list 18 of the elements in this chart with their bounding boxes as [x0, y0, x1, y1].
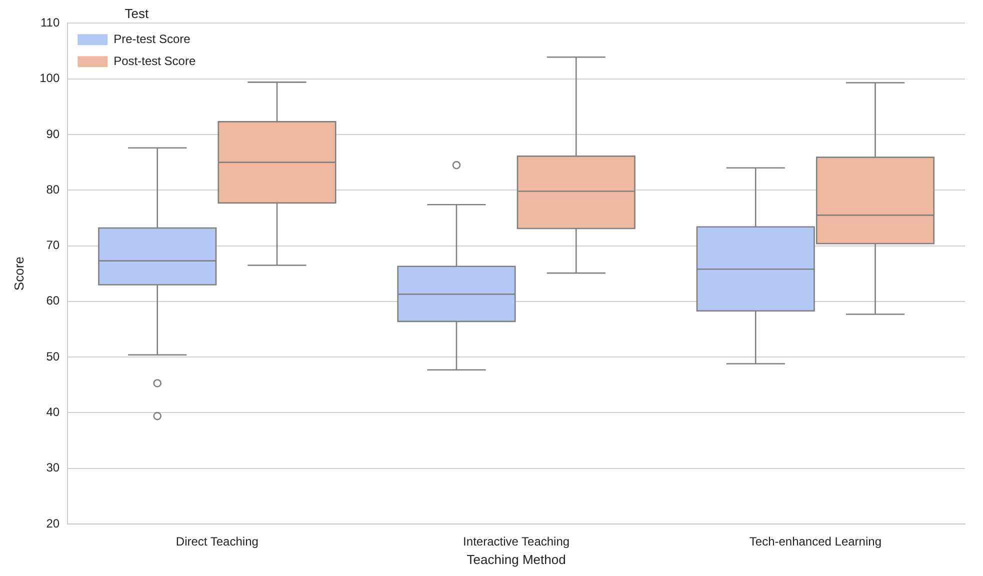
y-tick-label: 90 — [46, 126, 60, 141]
legend-label: Post-test Score — [114, 54, 196, 68]
y-tick-label: 110 — [40, 16, 60, 30]
legend-label: Pre-test Score — [114, 32, 191, 46]
x-tick-label: Tech-enhanced Learning — [749, 534, 882, 549]
legend-title: Test — [124, 6, 149, 22]
y-tick-label: 70 — [46, 238, 60, 252]
y-tick-label: 60 — [46, 294, 60, 308]
y-tick-label: 80 — [46, 182, 60, 196]
y-tick-label: 20 — [46, 516, 60, 530]
y-axis-title: Score — [11, 256, 26, 291]
x-tick-label: Direct Teaching — [176, 534, 258, 549]
y-tick-label: 100 — [40, 71, 60, 86]
x-tick-label: Interactive Teaching — [463, 534, 570, 549]
x-axis-title: Teaching Method — [466, 552, 566, 567]
y-tick-label: 30 — [46, 460, 60, 475]
y-tick-label: 40 — [46, 405, 60, 420]
y-tick-label: 50 — [46, 349, 60, 364]
